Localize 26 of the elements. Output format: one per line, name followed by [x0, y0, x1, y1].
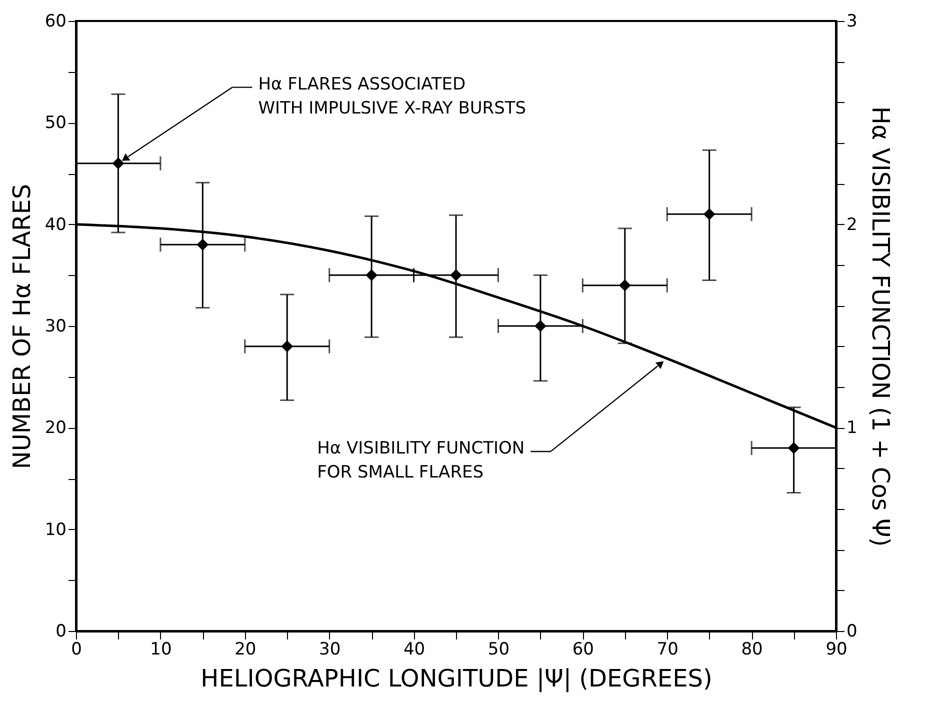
- y2-axis-title: Hα VISIBILITY FUNCTION (1 + Cos Ψ): [866, 106, 894, 547]
- y2-tick-label: 2: [846, 214, 858, 235]
- y-tick-label: 50: [44, 113, 66, 134]
- y-tick-label: 30: [44, 316, 66, 336]
- x-tick-label: 40: [403, 640, 426, 660]
- x-tick-label: 0: [71, 640, 82, 660]
- x-tick-label: 20: [234, 640, 256, 660]
- annotation: Hα VISIBILITY FUNCTION FOR SMALL FLARES: [317, 438, 525, 483]
- y2-tick-label: 3: [846, 12, 858, 32]
- x-tick-label: 50: [488, 640, 510, 660]
- x-tick-label: 90: [826, 640, 848, 660]
- x-tick-label: 80: [741, 640, 763, 660]
- x-axis-title: HELIOGRAPHIC LONGITUDE |Ψ| (DEGREES): [200, 664, 712, 692]
- x-tick-label: 30: [319, 640, 341, 660]
- y2-tick-label: 1: [846, 418, 858, 438]
- y-axis-title: NUMBER OF Hα FLARES: [8, 184, 36, 470]
- y-tick-label: 20: [44, 418, 66, 438]
- annotation: Hα FLARES ASSOCIATED WITH IMPULSIVE X-RAY BURSTS: [258, 74, 526, 118]
- x-tick-label: 10: [150, 640, 172, 660]
- x-tick-label: 70: [656, 640, 678, 660]
- y-tick-label: 10: [44, 520, 66, 540]
- y2-tick-label: 0: [846, 622, 858, 642]
- y-tick-label: 40: [44, 214, 66, 235]
- y-tick-label: 60: [44, 12, 66, 32]
- x-tick-label: 60: [572, 640, 594, 660]
- y-tick-label: 0: [56, 622, 66, 642]
